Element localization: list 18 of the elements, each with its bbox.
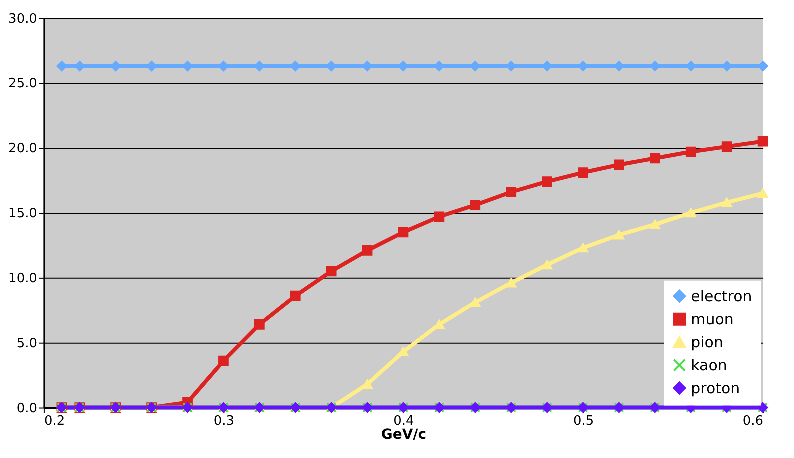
y-tick-label: 15.0 (8, 206, 38, 222)
legend-label: kaon (691, 356, 728, 374)
x-tick-label: 0.3 (214, 414, 235, 430)
y-tick-label: 30.0 (8, 12, 38, 27)
y-tick-label: 20.0 (8, 142, 38, 157)
y-tick-label: 5.0 (16, 336, 38, 352)
y-tick-label: 25.0 (8, 76, 38, 92)
y-tick-label: 0.0 (16, 401, 38, 416)
y-tick-label: 10.0 (8, 271, 38, 286)
legend-label: pion (691, 333, 724, 352)
x-tick-label: 0.4 (394, 414, 414, 430)
legend-label: muon (691, 310, 734, 328)
x-tick-label: 0.2 (44, 414, 66, 430)
x-axis-title: GeV/c (381, 427, 427, 444)
legend-label: proton (691, 379, 740, 398)
x-tick-label: 0.6 (742, 414, 764, 430)
x-tick-label: 0.5 (573, 414, 594, 430)
legend-label: electron (691, 287, 752, 306)
